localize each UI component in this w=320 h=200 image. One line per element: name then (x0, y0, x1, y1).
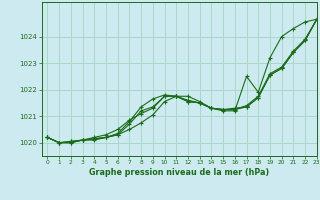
X-axis label: Graphe pression niveau de la mer (hPa): Graphe pression niveau de la mer (hPa) (89, 168, 269, 177)
